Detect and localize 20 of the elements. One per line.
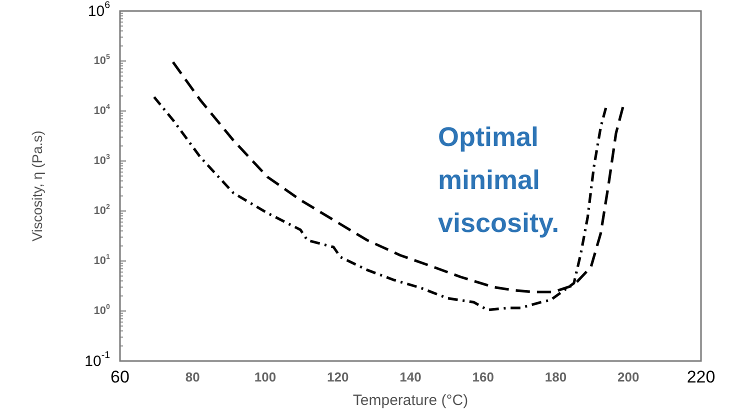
x-tick-label: 140 — [400, 370, 422, 384]
x-tick-label: 220 — [686, 368, 716, 386]
y-tick-label: 10$^{-1}$ — [84, 350, 110, 370]
x-tick-label: 120 — [327, 370, 349, 384]
y-tick-label: 10$^{4}$ — [94, 103, 110, 117]
x-tick-label: 100 — [254, 370, 276, 384]
y-tick-label: 10$^{0}$ — [94, 303, 110, 317]
y-tick-label: 10$^{2}$ — [94, 203, 110, 217]
y-tick-label: 10$^{5}$ — [94, 53, 110, 67]
x-tick-label: 200 — [618, 370, 640, 384]
annotation: Optimal minimal viscosity. — [438, 122, 560, 238]
y-axis-title: Viscosity, η (Pa.s) — [29, 130, 45, 242]
x-tick-label: 160 — [472, 370, 494, 384]
y-tick-label: 10$^{3}$ — [94, 153, 110, 167]
x-tick-label: 180 — [544, 370, 567, 384]
x-axis-title: Temperature (°C) — [352, 392, 468, 409]
x-tick-label: 80 — [185, 370, 200, 384]
y-tick-label: 10$^{6}$ — [88, 0, 110, 20]
x-tick-label: 60 — [110, 368, 130, 386]
y-tick-label: 10$^{1}$ — [94, 253, 110, 267]
